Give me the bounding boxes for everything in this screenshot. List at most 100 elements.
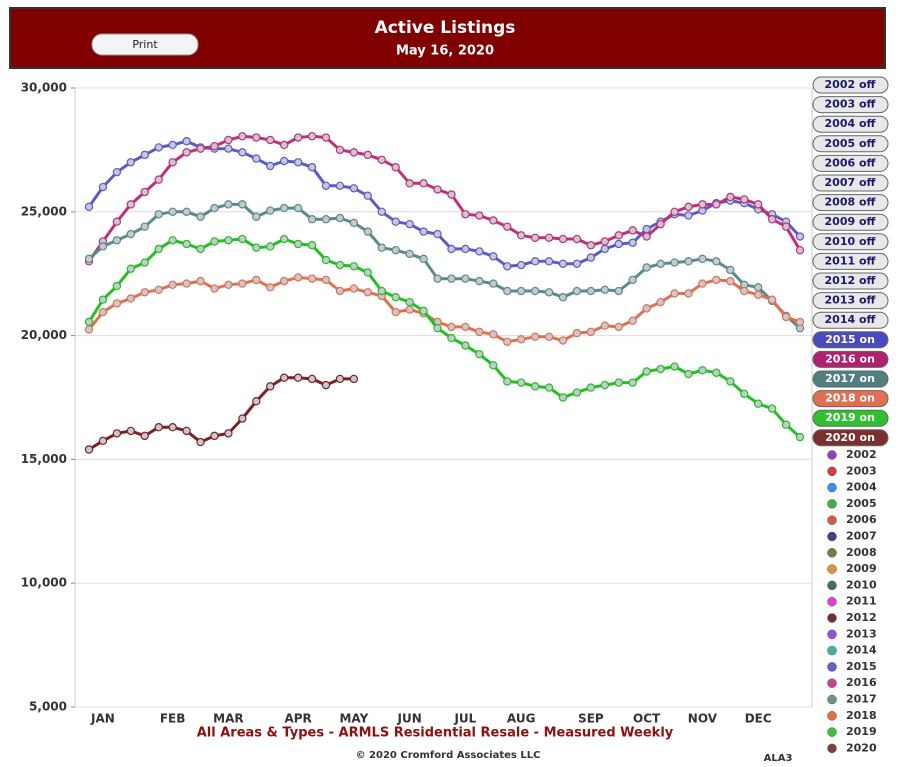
legend-toggle[interactable] (812, 76, 889, 94)
point-marker (112, 217, 122, 226)
legend-year: 2002 (846, 448, 877, 461)
point-marker (586, 253, 596, 262)
legend-toggle-label[interactable]: 2020 on (825, 431, 875, 444)
legend-dot (827, 596, 837, 607)
legend-year: 2017 (846, 693, 877, 706)
legend-toggle[interactable] (812, 350, 889, 368)
point-marker (112, 299, 122, 308)
point-marker (684, 369, 693, 379)
point-marker (168, 158, 177, 167)
point-marker (628, 275, 637, 285)
point-marker (126, 264, 136, 273)
legend-year: 2018 (846, 709, 877, 722)
point-marker (461, 341, 470, 350)
legend-toggle-label[interactable]: 2007 off (825, 176, 876, 189)
point-marker (182, 207, 191, 216)
point-marker (140, 187, 149, 197)
point-marker (210, 284, 219, 293)
legend-toggle[interactable] (812, 292, 889, 310)
point-marker (530, 286, 540, 296)
legend-toggle-label[interactable]: 2003 off (825, 98, 876, 111)
legend-toggle[interactable] (812, 96, 889, 114)
x-tick-label: NOV (688, 712, 718, 726)
legend-toggle[interactable] (812, 272, 889, 290)
legend-toggle[interactable] (812, 390, 889, 408)
point-marker (349, 284, 359, 293)
point-marker (182, 148, 191, 157)
point-marker (461, 274, 470, 283)
legend-toggle[interactable] (812, 213, 889, 231)
point-marker (279, 156, 289, 166)
point-marker (307, 163, 317, 172)
legend-toggle-label[interactable]: 2009 off (825, 215, 876, 228)
point-marker (516, 260, 526, 270)
legend-toggle-label[interactable]: 2016 on (825, 352, 875, 365)
print-label[interactable]: Print (132, 38, 158, 51)
point-marker (489, 279, 498, 288)
legend-toggle-label[interactable]: 2018 on (825, 392, 875, 405)
y-tick-label: 5,000 (29, 700, 67, 714)
legend-toggle[interactable] (812, 135, 889, 153)
point-marker (293, 158, 303, 167)
legend-toggle[interactable] (812, 115, 889, 133)
point-marker (726, 192, 735, 202)
point-marker (168, 236, 177, 245)
legend-toggle-label[interactable]: 2019 on (825, 411, 875, 424)
legend-toggle-label[interactable]: 2017 on (825, 372, 875, 385)
point-marker (307, 215, 317, 224)
legend-toggle[interactable] (812, 174, 889, 192)
legend-toggle-label[interactable]: 2008 off (825, 196, 876, 209)
legend-toggle-label[interactable]: 2002 off (825, 78, 876, 91)
legend-toggle[interactable] (812, 409, 889, 427)
legend-toggle-label[interactable]: 2005 off (825, 137, 876, 150)
point-marker (98, 182, 108, 192)
legend-toggle[interactable] (812, 252, 889, 270)
point-marker (335, 145, 345, 155)
point-marker (293, 239, 303, 249)
legend-toggle[interactable] (812, 233, 889, 251)
point-marker (530, 332, 540, 342)
legend-toggle[interactable] (812, 154, 889, 172)
point-marker (98, 295, 108, 304)
point-marker (572, 388, 582, 397)
legend-toggle[interactable] (812, 311, 889, 329)
legend-toggle-label[interactable]: 2014 off (825, 313, 876, 326)
legend-toggle[interactable] (812, 331, 889, 349)
point-marker (475, 349, 484, 359)
legend-dot (827, 548, 837, 558)
point-marker (238, 132, 247, 141)
legend-toggle-label[interactable]: 2011 off (825, 254, 876, 267)
point-marker (140, 431, 149, 441)
point-marker (266, 242, 275, 251)
point-marker (558, 393, 568, 402)
legend-toggle-label[interactable]: 2013 off (825, 294, 876, 307)
y-tick-label: 10,000 (21, 576, 67, 590)
legend-toggle[interactable] (812, 370, 889, 388)
print-button[interactable] (91, 33, 199, 56)
point-marker (698, 279, 707, 288)
point-marker (98, 307, 108, 317)
y-tick-label: 30,000 (21, 81, 67, 95)
y-tick-label: 15,000 (21, 452, 67, 466)
point-marker (586, 286, 596, 296)
point-marker (252, 397, 261, 406)
legend-dot (827, 466, 837, 477)
legend-toggle-label[interactable]: 2004 off (825, 117, 876, 130)
point-marker (154, 143, 163, 152)
point-marker (600, 244, 610, 254)
point-marker (503, 286, 512, 296)
legend-toggle-label[interactable]: 2012 off (825, 274, 876, 287)
point-marker (572, 328, 582, 338)
point-marker (84, 445, 94, 454)
point-marker (656, 259, 665, 268)
legend-toggle[interactable] (812, 429, 889, 447)
point-marker (781, 222, 791, 231)
legend-toggle-label[interactable]: 2015 on (825, 333, 875, 346)
legend-toggle-label[interactable]: 2010 off (825, 235, 876, 248)
legend-toggle[interactable] (812, 194, 889, 212)
legend-toggle-label[interactable]: 2006 off (825, 156, 876, 169)
x-tick-label: SEP (578, 712, 604, 726)
point-marker (530, 382, 540, 391)
point-marker (168, 140, 177, 150)
